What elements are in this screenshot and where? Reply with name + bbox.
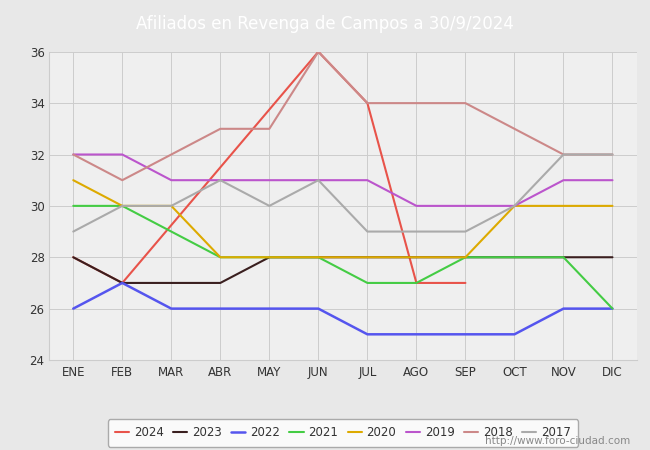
Text: http://www.foro-ciudad.com: http://www.foro-ciudad.com	[486, 436, 630, 446]
Legend: 2024, 2023, 2022, 2021, 2020, 2019, 2018, 2017: 2024, 2023, 2022, 2021, 2020, 2019, 2018…	[108, 419, 578, 446]
Text: Afiliados en Revenga de Campos a 30/9/2024: Afiliados en Revenga de Campos a 30/9/20…	[136, 14, 514, 33]
